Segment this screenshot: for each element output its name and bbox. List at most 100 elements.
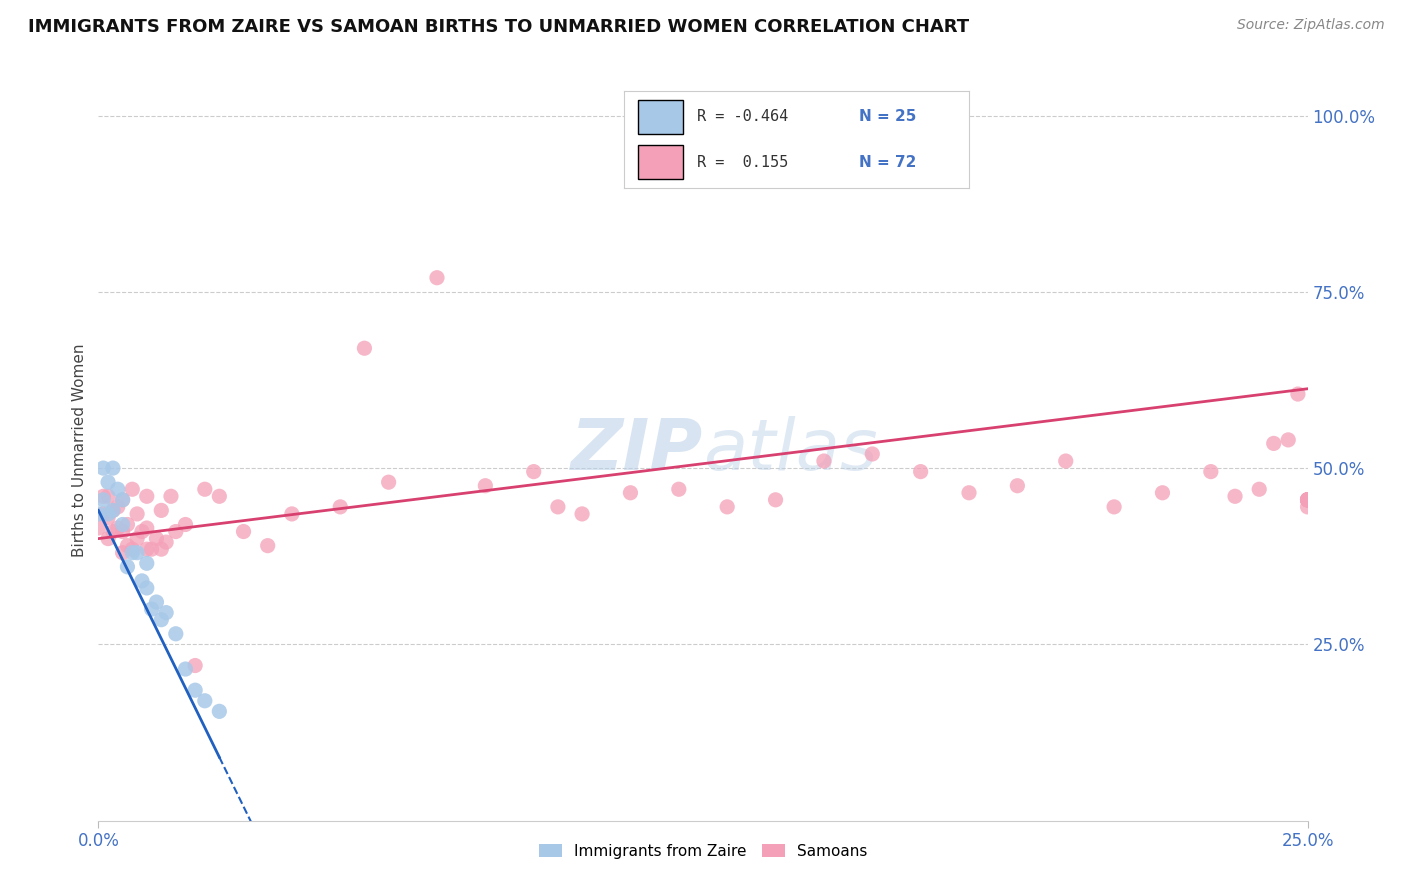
Point	[184, 683, 207, 698]
Point	[111, 517, 134, 532]
Point	[1296, 492, 1319, 507]
Point	[91, 461, 114, 475]
Point	[135, 521, 157, 535]
Point	[1007, 479, 1029, 493]
Point	[121, 482, 143, 496]
Point	[97, 510, 120, 524]
Point	[117, 559, 139, 574]
Point	[101, 461, 124, 475]
Point	[107, 521, 129, 535]
Text: ZIP: ZIP	[571, 416, 703, 485]
Point	[353, 341, 375, 355]
Point	[910, 465, 932, 479]
Point	[426, 270, 449, 285]
Point	[160, 489, 183, 503]
Text: atlas: atlas	[703, 416, 877, 485]
Point	[91, 507, 114, 521]
Point	[1296, 492, 1319, 507]
Point	[1152, 485, 1174, 500]
Point	[101, 524, 124, 539]
Point	[150, 542, 173, 557]
Point	[117, 539, 139, 553]
Point	[91, 489, 114, 503]
Point	[101, 503, 124, 517]
Point	[150, 613, 173, 627]
Point	[474, 479, 496, 493]
Point	[145, 595, 167, 609]
Point	[174, 662, 197, 676]
Point	[165, 627, 187, 641]
Point	[121, 542, 143, 557]
Point	[1286, 387, 1309, 401]
Point	[1277, 433, 1299, 447]
Point	[174, 517, 197, 532]
Point	[127, 546, 149, 560]
Point	[1199, 465, 1222, 479]
Point	[117, 517, 139, 532]
Point	[281, 507, 304, 521]
Point	[765, 492, 787, 507]
Point	[155, 606, 177, 620]
Text: IMMIGRANTS FROM ZAIRE VS SAMOAN BIRTHS TO UNMARRIED WOMEN CORRELATION CHART: IMMIGRANTS FROM ZAIRE VS SAMOAN BIRTHS T…	[28, 18, 969, 36]
Point	[619, 485, 641, 500]
Point	[165, 524, 187, 539]
Point	[194, 482, 217, 496]
Point	[232, 524, 254, 539]
Point	[111, 492, 134, 507]
Point	[668, 482, 690, 496]
Point	[1263, 436, 1285, 450]
Point	[256, 539, 278, 553]
Point	[1296, 492, 1319, 507]
Point	[127, 532, 149, 546]
Point	[1223, 489, 1246, 503]
Point	[150, 503, 173, 517]
Point	[1054, 454, 1077, 468]
Point	[127, 507, 149, 521]
Point	[1296, 500, 1319, 514]
Point	[97, 489, 120, 503]
Point	[107, 482, 129, 496]
Point	[1296, 492, 1319, 507]
Point	[860, 447, 883, 461]
Point	[135, 542, 157, 557]
Point	[87, 507, 110, 521]
Point	[141, 542, 163, 557]
Point	[377, 475, 399, 490]
Point	[813, 454, 835, 468]
Point	[208, 489, 231, 503]
Point	[716, 500, 738, 514]
Point	[571, 507, 593, 521]
Text: Source: ZipAtlas.com: Source: ZipAtlas.com	[1237, 18, 1385, 32]
Point	[131, 574, 153, 588]
Point	[1296, 492, 1319, 507]
Point	[101, 503, 124, 517]
Point	[135, 581, 157, 595]
Point	[1102, 500, 1125, 514]
Legend: Immigrants from Zaire, Samoans: Immigrants from Zaire, Samoans	[533, 838, 873, 865]
Point	[87, 521, 110, 535]
Y-axis label: Births to Unmarried Women: Births to Unmarried Women	[72, 343, 87, 558]
Point	[208, 704, 231, 718]
Point	[135, 489, 157, 503]
Point	[111, 524, 134, 539]
Point	[184, 658, 207, 673]
Point	[547, 500, 569, 514]
Point	[1249, 482, 1271, 496]
Point	[1296, 492, 1319, 507]
Point	[121, 546, 143, 560]
Point	[145, 532, 167, 546]
Point	[111, 492, 134, 507]
Point	[194, 694, 217, 708]
Point	[97, 475, 120, 490]
Point	[155, 535, 177, 549]
Point	[107, 500, 129, 514]
Point	[135, 556, 157, 570]
Point	[1296, 492, 1319, 507]
Point	[141, 602, 163, 616]
Point	[1296, 492, 1319, 507]
Point	[131, 524, 153, 539]
Point	[111, 546, 134, 560]
Point	[329, 500, 352, 514]
Point	[957, 485, 980, 500]
Point	[523, 465, 546, 479]
